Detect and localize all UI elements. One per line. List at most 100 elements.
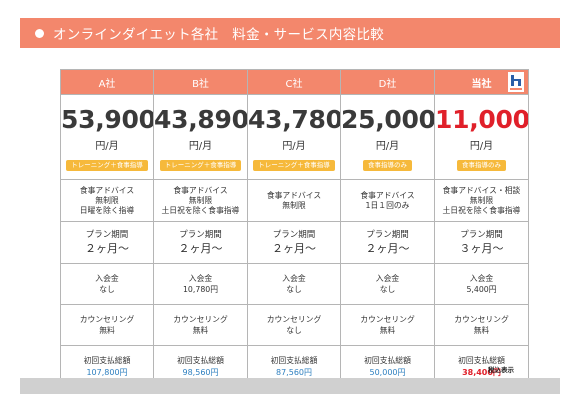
period-label: プラン期間	[460, 230, 503, 240]
period-label: プラン期間	[272, 230, 316, 240]
service-tag: トレーニング＋食事指導	[66, 159, 148, 171]
counseling-label: カウンセリング	[173, 315, 228, 324]
total-label: 初回支払総額	[458, 355, 505, 365]
company-header-ours-label: 当社	[471, 78, 492, 90]
counseling-cell: カウンセリング なし	[247, 304, 341, 346]
service-tag: 食事指導のみ	[457, 159, 506, 171]
total-value: 50,000円	[369, 367, 406, 377]
price-value: 43,780	[248, 104, 341, 134]
counseling-value: 無料	[99, 326, 115, 335]
page-title: オンラインダイエット各社 料金・サービス内容比較	[53, 27, 385, 43]
advice-line: 日曜を除く指導	[79, 205, 135, 215]
advice-cell: 食事アドバイス 1日１回のみ	[340, 179, 435, 222]
price-row: 53,900 円/月 トレーニング＋食事指導 43,890 円/月 トレーニング…	[60, 94, 529, 180]
price-unit: 円/月	[375, 140, 400, 152]
advice-line: 無制限	[282, 200, 306, 210]
counseling-cell: カウンセリング 無料	[434, 304, 529, 346]
advice-line: 土日祝を除く食事指導	[161, 205, 240, 215]
price-value: 53,900	[61, 104, 154, 134]
fee-label: 入会金	[95, 274, 119, 283]
counseling-label: カウンセリング	[79, 315, 135, 324]
price-cell: 25,000 円/月 食事指導のみ	[340, 94, 435, 180]
total-label: 初回支払総額	[177, 355, 224, 365]
counseling-row: カウンセリング 無料 カウンセリング 無料 カウンセリング なし カウンセリング…	[60, 304, 529, 346]
price-value: 25,000	[341, 104, 435, 134]
fee-value: 5,400円	[466, 285, 497, 294]
total-value: 87,560円	[276, 367, 312, 377]
period-value: ２ヶ月〜	[85, 242, 129, 255]
total-value: 107,800円	[86, 367, 128, 377]
counseling-value: 無料	[473, 326, 490, 335]
price-unit: 円/月	[188, 140, 213, 152]
price-cell: 43,780 円/月 トレーニング＋食事指導	[247, 94, 341, 180]
counseling-value: 無料	[192, 326, 209, 335]
comparison-table: A社 B社 C社 D社 当社 53,900 円/月 トレーニング＋食事指導 43	[60, 69, 529, 388]
period-value: ２ヶ月〜	[272, 242, 316, 255]
period-label: プラン期間	[366, 230, 409, 240]
advice-line: 土日祝を除く食事指導	[442, 205, 521, 215]
bullet-icon	[35, 28, 44, 38]
tax-note: 税込表示	[488, 366, 514, 374]
counseling-label: カウンセリング	[454, 315, 509, 324]
fee-value: なし	[379, 285, 396, 294]
counseling-cell: カウンセリング 無料	[340, 304, 435, 346]
advice-cell: 食事アドバイス 無制限 日曜を除く指導	[60, 179, 154, 222]
counseling-value: 無料	[379, 326, 396, 335]
counseling-label: カウンセリング	[266, 315, 322, 324]
advice-line: 食事アドバイス	[266, 190, 322, 200]
advice-line: 食事アドバイス	[360, 190, 415, 200]
period-value: ２ヶ月〜	[178, 242, 223, 255]
price-unit: 円/月	[282, 140, 306, 152]
advice-line: 無制限	[188, 195, 213, 205]
period-row: プラン期間 ２ヶ月〜 プラン期間 ２ヶ月〜 プラン期間 ２ヶ月〜 プラン期間 ２…	[60, 221, 529, 264]
company-header-d: D社	[340, 69, 435, 95]
fee-cell: 入会金 なし	[60, 263, 154, 305]
fee-value: なし	[286, 285, 302, 294]
period-cell: プラン期間 ３ヶ月〜	[434, 221, 529, 264]
fee-label: 入会金	[469, 274, 494, 283]
fee-value: なし	[99, 285, 115, 294]
period-label: プラン期間	[179, 230, 222, 240]
total-label: 初回支払総額	[83, 355, 131, 365]
advice-line: 食事アドバイス	[173, 185, 228, 195]
price-unit: 円/月	[469, 140, 494, 152]
advice-cell: 食事アドバイス 無制限 土日祝を除く食事指導	[153, 179, 248, 222]
fee-cell: 入会金 なし	[247, 263, 341, 305]
total-value: 98,560円	[182, 367, 219, 377]
price-cell: 53,900 円/月 トレーニング＋食事指導	[60, 94, 154, 180]
service-tag: トレーニング＋食事指導	[253, 159, 335, 171]
advice-row: 食事アドバイス 無制限 日曜を除く指導 食事アドバイス 無制限 土日祝を除く食事…	[60, 179, 529, 222]
total-label: 初回支払総額	[270, 355, 318, 365]
period-cell: プラン期間 ２ヶ月〜	[247, 221, 341, 264]
total-label: 初回支払総額	[364, 355, 411, 365]
fee-cell: 入会金 5,400円	[434, 263, 529, 305]
advice-cell: 食事アドバイス 無制限	[247, 179, 341, 222]
footer-bar	[20, 378, 560, 394]
advice-line: 1日１回のみ	[365, 200, 410, 210]
advice-line: 食事アドバイス	[79, 185, 135, 195]
counseling-cell: カウンセリング 無料	[153, 304, 248, 346]
period-label: プラン期間	[85, 230, 129, 240]
service-tag: 食事指導のみ	[363, 159, 412, 171]
counseling-value: なし	[286, 326, 302, 335]
price-value: 43,890	[154, 104, 248, 134]
price-unit: 円/月	[95, 140, 119, 152]
advice-line: 無制限	[469, 195, 494, 205]
fee-value: 10,780円	[182, 285, 219, 294]
fee-cell: 入会金 10,780円	[153, 263, 248, 305]
price-cell: 43,890 円/月 トレーニング＋食事指導	[153, 94, 248, 180]
advice-cell: 食事アドバイス・相談 無制限 土日祝を除く食事指導	[434, 179, 529, 222]
company-logo-icon	[508, 72, 524, 92]
total-value-highlight: 38,400円	[462, 367, 501, 377]
fee-label: 入会金	[188, 274, 213, 283]
period-value: ２ヶ月〜	[365, 242, 410, 255]
fee-cell: 入会金 なし	[340, 263, 435, 305]
advice-line: 食事アドバイス・相談	[442, 185, 521, 195]
company-header-b: B社	[153, 69, 248, 95]
counseling-label: カウンセリング	[360, 315, 415, 324]
company-header-a: A社	[60, 69, 154, 95]
header-bar: オンラインダイエット各社 料金・サービス内容比較	[20, 18, 560, 48]
service-tag: トレーニング＋食事指導	[159, 159, 242, 171]
period-cell: プラン期間 ２ヶ月〜	[153, 221, 248, 264]
fee-row: 入会金 なし 入会金 10,780円 入会金 なし 入会金 なし 入会金 5,4…	[60, 263, 529, 305]
